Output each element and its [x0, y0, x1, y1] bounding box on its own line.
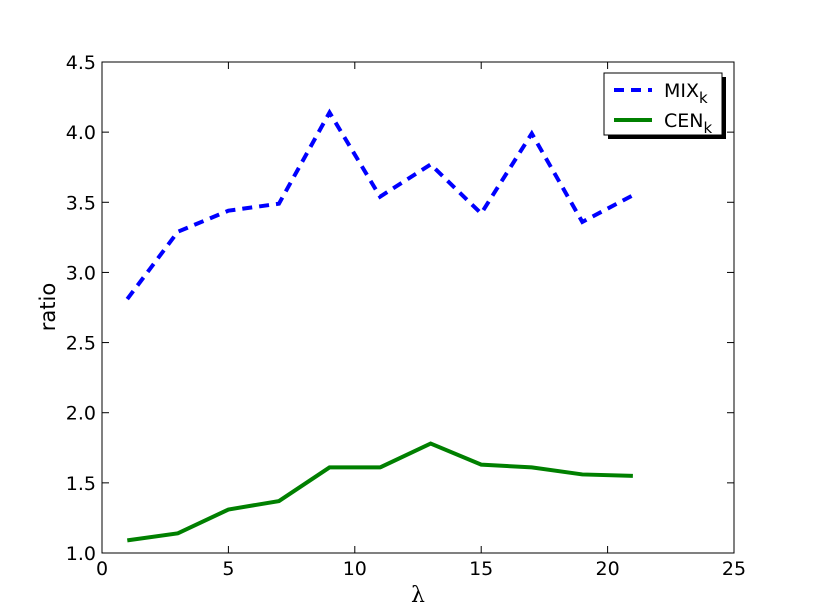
x-axis-label: λ: [411, 583, 425, 608]
x-tick-label: 20: [596, 558, 620, 580]
legend-box: [603, 72, 723, 136]
x-tick-label: 10: [343, 558, 367, 580]
y-tick-label: 1.0: [66, 543, 96, 565]
x-tick-label: 15: [469, 558, 493, 580]
series-line: [125, 108, 634, 301]
legend-label: CENk: [664, 110, 712, 137]
legend-name: CEN: [664, 110, 703, 132]
y-tick-label: 3.0: [66, 262, 96, 284]
x-tick-label: 25: [722, 558, 746, 580]
legend-subscript: k: [703, 119, 712, 137]
series-line: [127, 441, 633, 543]
x-tick-label: 0: [96, 558, 108, 580]
legend-name: MIX: [664, 80, 699, 102]
y-tick-label: 4.5: [66, 52, 96, 74]
y-tick-label: 2.5: [66, 333, 96, 355]
y-tick-label: 1.5: [66, 473, 96, 495]
plot-frame: [101, 61, 735, 554]
x-tick-label: 5: [222, 558, 234, 580]
y-tick-label: 4.0: [66, 122, 96, 144]
y-tick-label: 2.0: [66, 403, 96, 425]
legend-subscript: k: [699, 89, 708, 107]
y-axis-label: ratio: [36, 283, 60, 331]
y-tick-label: 3.5: [66, 192, 96, 214]
legend-label: MIXk: [664, 80, 708, 107]
